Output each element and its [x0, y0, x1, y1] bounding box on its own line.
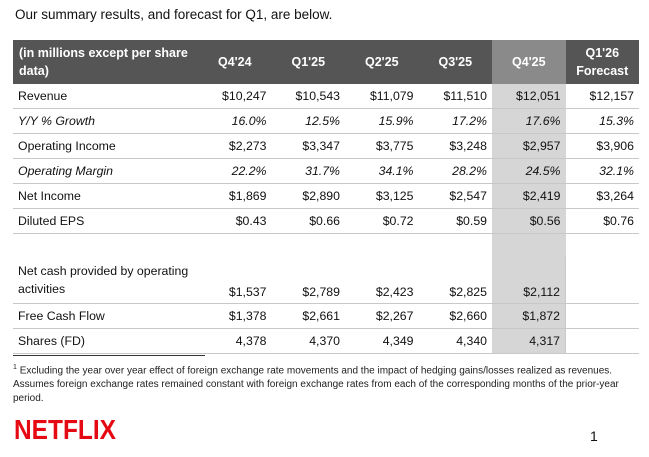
- cell: $11,079: [345, 84, 419, 109]
- cell: 15.9%: [345, 108, 419, 134]
- col-header-q4-24: Q4'24: [198, 40, 272, 84]
- cell: $2,660: [418, 303, 492, 329]
- spacer-row: [13, 233, 639, 257]
- cell: $3,906: [565, 133, 639, 159]
- cell: $0.43: [198, 208, 272, 234]
- row-label: Diluted EPS: [13, 208, 198, 234]
- cell: 31.7%: [271, 158, 345, 184]
- cell: 22.2%: [198, 158, 272, 184]
- row-label: Free Cash Flow: [13, 303, 198, 329]
- cell: 16.0%: [198, 108, 272, 134]
- footnote: 1 Excluding the year over year effect of…: [13, 361, 623, 406]
- cell: $0.66: [271, 208, 345, 234]
- cell: 15.3%: [565, 108, 639, 134]
- row-shares-fd: Shares (FD) 4,378 4,370 4,349 4,340 4,31…: [13, 328, 639, 354]
- cell: $3,125: [345, 183, 419, 209]
- col-header-q1-26-forecast: Q1'26 Forecast: [565, 40, 639, 84]
- col-header-q4-25: Q4'25: [492, 40, 566, 84]
- cell: $3,248: [418, 133, 492, 159]
- row-net-cash: Net cash provided by operating activitie…: [13, 257, 639, 304]
- cell: $12,051: [492, 84, 566, 109]
- cell: $10,247: [198, 84, 272, 109]
- cell: $3,775: [345, 133, 419, 159]
- row-label: Net Income: [13, 183, 198, 209]
- cell: $2,825: [418, 257, 492, 304]
- cell: $0.59: [418, 208, 492, 234]
- cell: $1,869: [198, 183, 272, 209]
- cell: $1,378: [198, 303, 272, 329]
- row-diluted-eps: Diluted EPS $0.43 $0.66 $0.72 $0.59 $0.5…: [13, 208, 639, 234]
- logo-wordmark: NETFLIX: [14, 414, 116, 444]
- cell: $0.56: [492, 208, 566, 234]
- cell: 4,349: [345, 328, 419, 354]
- cell: $0.72: [345, 208, 419, 234]
- footnote-divider: [13, 355, 205, 356]
- row-free-cash-flow: Free Cash Flow $1,378 $2,661 $2,267 $2,6…: [13, 303, 639, 329]
- page-number: 1: [590, 428, 598, 444]
- cell: $2,423: [345, 257, 419, 304]
- cell: 4,317: [492, 328, 566, 354]
- row-operating-income: Operating Income $2,273 $3,347 $3,775 $3…: [13, 133, 639, 159]
- row-label: Operating Income: [13, 133, 198, 159]
- cell: [565, 328, 639, 354]
- row-label: Shares (FD): [13, 328, 198, 354]
- table-header-row: (in millions except per share data) Q4'2…: [13, 40, 639, 84]
- netflix-logo: NETFLIX: [14, 414, 118, 449]
- row-yoy-growth: Y/Y % Growth 16.0% 12.5% 15.9% 17.2% 17.…: [13, 108, 639, 134]
- netflix-logo-icon: NETFLIX: [14, 414, 116, 445]
- cell: [565, 257, 639, 304]
- cell: $2,273: [198, 133, 272, 159]
- cell: $1,872: [492, 303, 566, 329]
- cell: 34.1%: [345, 158, 419, 184]
- row-operating-margin: Operating Margin 22.2% 31.7% 34.1% 28.2%…: [13, 158, 639, 184]
- cell: 17.6%: [492, 108, 566, 134]
- cell: $3,347: [271, 133, 345, 159]
- footnote-text: Excluding the year over year effect of f…: [13, 365, 619, 405]
- cell: $11,510: [418, 84, 492, 109]
- footnote-marker: 1: [13, 364, 17, 371]
- row-net-income: Net Income $1,869 $2,890 $3,125 $2,547 $…: [13, 183, 639, 209]
- col-header-q2-25: Q2'25: [345, 40, 419, 84]
- cell: 24.5%: [492, 158, 566, 184]
- cell: [565, 303, 639, 329]
- cell: $2,419: [492, 183, 566, 209]
- cell: $10,543: [271, 84, 345, 109]
- cell: $0.76: [565, 208, 639, 234]
- cell: $2,267: [345, 303, 419, 329]
- cell: $2,547: [418, 183, 492, 209]
- row-label: Net cash provided by operating activitie…: [13, 257, 198, 304]
- header-label: (in millions except per share data): [13, 40, 198, 84]
- cell: $2,661: [271, 303, 345, 329]
- col-header-q3-25: Q3'25: [418, 40, 492, 84]
- cell: $2,957: [492, 133, 566, 159]
- cell: $2,890: [271, 183, 345, 209]
- cell: $1,537: [198, 257, 272, 304]
- cell: 32.1%: [565, 158, 639, 184]
- row-label: Revenue: [13, 84, 198, 109]
- cell: 4,378: [198, 328, 272, 354]
- intro-text: Our summary results, and forecast for Q1…: [15, 7, 333, 22]
- row-label: Y/Y % Growth: [13, 108, 198, 134]
- cell: 4,340: [418, 328, 492, 354]
- cell: $3,264: [565, 183, 639, 209]
- cell: $12,157: [565, 84, 639, 109]
- cell: $2,112: [492, 257, 566, 304]
- cell: $2,789: [271, 257, 345, 304]
- row-label: Operating Margin: [13, 158, 198, 184]
- col-header-q1-25: Q1'25: [271, 40, 345, 84]
- cell: 4,370: [271, 328, 345, 354]
- row-revenue: Revenue $10,247 $10,543 $11,079 $11,510 …: [13, 84, 639, 109]
- cell: 12.5%: [271, 108, 345, 134]
- cell: 17.2%: [418, 108, 492, 134]
- cell: 28.2%: [418, 158, 492, 184]
- summary-results-table: (in millions except per share data) Q4'2…: [13, 40, 639, 354]
